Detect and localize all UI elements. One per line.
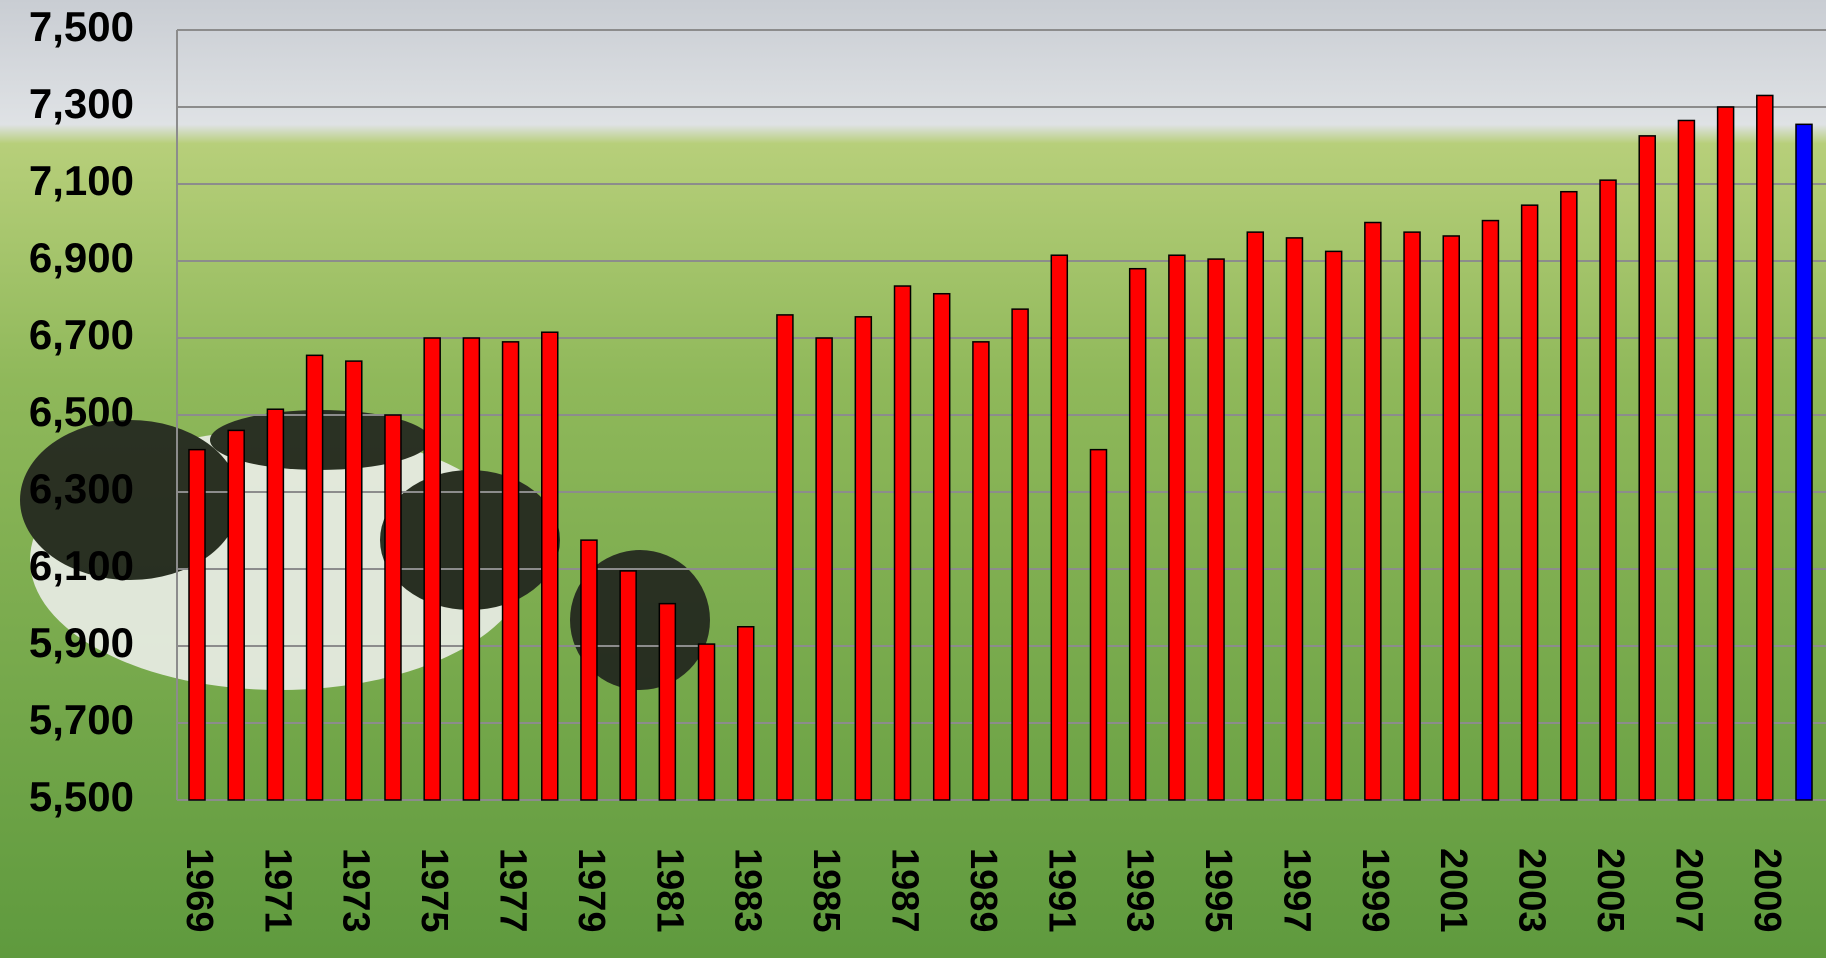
bar <box>1403 231 1421 801</box>
bar <box>1716 106 1735 801</box>
bar <box>776 314 794 801</box>
bar <box>1168 254 1186 801</box>
bar <box>1050 254 1069 801</box>
x-tick-label: 1979 <box>570 848 612 933</box>
bar <box>305 354 324 801</box>
bar <box>384 414 402 801</box>
bar <box>1089 448 1108 801</box>
x-tick-label: 2007 <box>1667 848 1709 933</box>
bar <box>619 570 637 801</box>
bar <box>697 643 716 801</box>
bar <box>972 341 990 801</box>
x-tick-label: 2005 <box>1589 848 1631 933</box>
x-tick-label: 2001 <box>1432 848 1474 933</box>
bar <box>227 429 245 801</box>
bar <box>1756 94 1774 801</box>
bar <box>1285 237 1304 801</box>
bar <box>1560 190 1578 801</box>
bar <box>1246 231 1265 801</box>
y-tick-label: 6,300 <box>29 465 134 512</box>
bar <box>1324 250 1343 801</box>
bar <box>854 316 873 801</box>
bar <box>188 448 206 801</box>
bar <box>1011 308 1029 801</box>
x-tick-label: 1995 <box>1197 848 1239 933</box>
bar <box>658 602 677 801</box>
x-tick-label: 1969 <box>178 848 220 933</box>
x-tick-label: 1999 <box>1354 848 1396 933</box>
x-tick-label: 1987 <box>883 848 925 933</box>
y-tick-label: 6,500 <box>29 388 134 435</box>
bar <box>423 337 441 801</box>
bar <box>1520 204 1539 801</box>
bar <box>1599 179 1617 801</box>
bar <box>1677 119 1696 801</box>
bar <box>501 341 520 801</box>
bar <box>1795 123 1813 801</box>
bar <box>1128 267 1147 801</box>
x-tick-label: 2003 <box>1511 848 1553 933</box>
bar <box>462 337 481 801</box>
bar <box>736 626 755 801</box>
bar <box>932 292 951 801</box>
bar <box>266 408 285 801</box>
bar <box>541 331 559 801</box>
bar <box>815 337 833 801</box>
y-tick-label: 7,100 <box>29 157 134 204</box>
x-tick-label: 1973 <box>335 848 377 933</box>
x-tick-label: 1997 <box>1275 848 1317 933</box>
bar <box>1638 135 1656 801</box>
x-tick-label: 2009 <box>1746 848 1788 933</box>
x-tick-label: 1989 <box>962 848 1004 933</box>
x-tick-label: 1983 <box>727 848 769 933</box>
y-tick-label: 7,300 <box>29 80 134 127</box>
x-tick-label: 1985 <box>805 848 847 933</box>
bar <box>345 360 363 801</box>
y-tick-label: 7,500 <box>29 3 134 50</box>
bar <box>1207 258 1225 801</box>
y-tick-label: 6,100 <box>29 542 134 589</box>
y-tick-label: 6,700 <box>29 311 134 358</box>
x-tick-label: 1977 <box>492 848 534 933</box>
x-tick-label: 1981 <box>648 848 690 933</box>
y-tick-label: 5,900 <box>29 619 134 666</box>
x-tick-label: 1993 <box>1119 848 1161 933</box>
x-tick-label: 1975 <box>413 848 455 933</box>
bar <box>893 285 912 801</box>
x-tick-label: 1991 <box>1040 848 1082 933</box>
x-tick-label: 1971 <box>256 848 298 933</box>
bar <box>1481 219 1500 801</box>
y-tick-label: 6,900 <box>29 234 134 281</box>
bar <box>1442 235 1460 801</box>
y-tick-label: 5,700 <box>29 696 134 743</box>
y-tick-label: 5,500 <box>29 773 134 820</box>
bar <box>1364 221 1382 801</box>
bar <box>580 539 598 801</box>
